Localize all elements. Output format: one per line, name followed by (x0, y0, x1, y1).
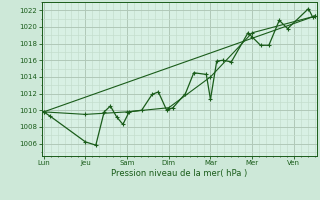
X-axis label: Pression niveau de la mer( hPa ): Pression niveau de la mer( hPa ) (111, 169, 247, 178)
